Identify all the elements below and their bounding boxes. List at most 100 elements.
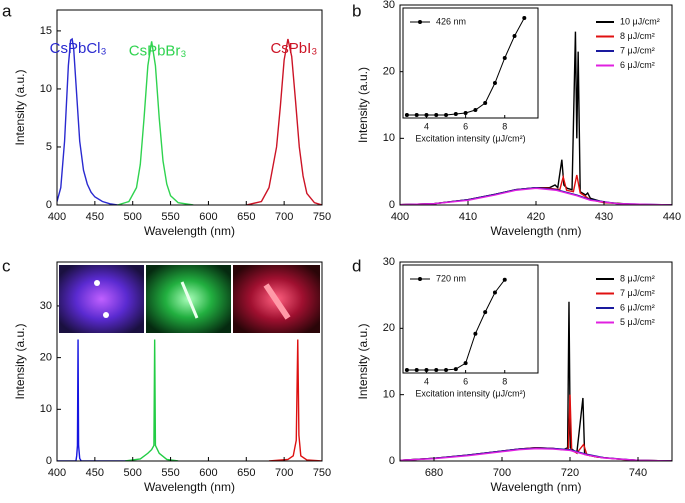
data-point <box>404 368 409 373</box>
x-tick-label: 430 <box>595 211 613 223</box>
y-tick-label: 30 <box>40 300 52 312</box>
photo-wire <box>180 281 199 319</box>
photo-spot <box>94 280 100 286</box>
data-point <box>512 34 517 38</box>
x-axis-label: Excitation intensity (μJ/cm²) <box>415 133 525 143</box>
data-point <box>434 113 439 117</box>
peak-label: CsPbBr₃ <box>129 42 187 59</box>
y-tick-label: 10 <box>40 83 52 95</box>
x-tick-label: 400 <box>48 467 66 479</box>
y-axis-label: Intensity (a.u.) <box>356 323 370 399</box>
series-line <box>400 448 672 461</box>
series-line <box>57 339 133 461</box>
x-tick-label: 680 <box>425 467 443 479</box>
photo-spot <box>103 312 109 318</box>
data-point <box>444 113 449 117</box>
y-tick-label: 20 <box>383 322 395 334</box>
x-tick-label: 410 <box>459 211 477 223</box>
y-tick-label: 30 <box>383 0 395 11</box>
legend-label: 6 μJ/cm² <box>620 60 655 70</box>
y-tick-label: 0 <box>46 455 52 467</box>
x-tick-label: 450 <box>86 211 104 223</box>
data-point <box>414 113 419 117</box>
x-tick-label: 550 <box>161 211 179 223</box>
data-point <box>473 108 478 112</box>
data-point <box>453 367 458 372</box>
x-tick-label: 6 <box>463 121 468 131</box>
x-tick-label: 600 <box>199 211 217 223</box>
panel-letter: c <box>2 256 11 275</box>
x-tick-label: 440 <box>663 211 681 223</box>
x-tick-label: 550 <box>161 467 179 479</box>
series-line <box>268 339 322 461</box>
x-tick-label: 4 <box>424 376 429 386</box>
data-point <box>473 331 478 336</box>
data-point <box>483 101 488 105</box>
y-axis-label: Intensity (a.u.) <box>13 69 27 145</box>
x-tick-label: 4 <box>424 121 429 131</box>
y-tick-label: 0 <box>46 199 52 211</box>
data-point <box>522 16 527 20</box>
inset-frame <box>402 7 539 119</box>
legend-label: 7 μJ/cm² <box>620 45 655 55</box>
legend-label: 426 nm <box>436 16 466 26</box>
peak-label: CsPbI₃ <box>270 40 317 57</box>
x-tick-label: 600 <box>199 467 217 479</box>
y-axis-label: Intensity (a.u.) <box>13 323 27 399</box>
data-point <box>502 277 507 282</box>
data-point <box>502 56 507 60</box>
legend-label: 8 μJ/cm² <box>620 31 655 41</box>
x-tick-label: 500 <box>124 467 142 479</box>
y-tick-label: 10 <box>40 403 52 415</box>
inset-frame <box>402 264 539 374</box>
x-tick-label: 8 <box>502 121 507 131</box>
series-line <box>400 447 672 461</box>
legend-marker <box>418 277 422 281</box>
x-tick-label: 650 <box>237 467 255 479</box>
y-tick-label: 10 <box>383 389 395 401</box>
x-tick-label: 720 <box>561 467 579 479</box>
panel-letter: b <box>352 1 361 20</box>
y-tick-label: 0 <box>389 455 395 467</box>
legend-label: 10 μJ/cm² <box>620 16 660 26</box>
data-point <box>463 111 468 115</box>
data-point <box>444 368 449 373</box>
panel-letter: d <box>352 256 361 275</box>
axes-frame <box>56 261 323 462</box>
x-tick-label: 450 <box>86 467 104 479</box>
legend-label: 6 μJ/cm² <box>620 302 655 312</box>
series-line <box>246 38 322 205</box>
x-tick-label: 750 <box>313 467 331 479</box>
axes-frame <box>56 9 323 206</box>
x-axis-label: Excitation intensity (μJ/cm²) <box>415 388 525 398</box>
data-point <box>453 112 458 116</box>
series-line <box>117 41 194 205</box>
x-tick-label: 650 <box>237 211 255 223</box>
axes-frame <box>399 261 673 462</box>
y-tick-label: 30 <box>383 256 395 268</box>
photo-insets <box>59 265 320 333</box>
x-tick-label: 8 <box>502 376 507 386</box>
legend-label: 8 μJ/cm² <box>620 273 655 283</box>
y-tick-label: 10 <box>383 132 395 144</box>
x-tick-label: 750 <box>313 211 331 223</box>
legend-label: 5 μJ/cm² <box>620 317 655 327</box>
series-line <box>400 394 672 461</box>
inset: 4 6 8 Excitation intensity (μJ/cm²) 426 nm <box>402 7 539 143</box>
x-tick-label: 700 <box>275 467 293 479</box>
x-tick-label: 420 <box>527 211 545 223</box>
data-point <box>414 368 419 373</box>
y-tick-label: 15 <box>40 25 52 37</box>
x-axis-label: Wavelength (nm) <box>491 480 582 494</box>
panel: 400 450 500 550 600 650 700 750 0 5 10 15 Wavelength… <box>2 1 331 238</box>
series-line <box>400 187 672 205</box>
legend-label: 7 μJ/cm² <box>620 288 655 298</box>
x-tick-label: 500 <box>124 211 142 223</box>
series-line <box>125 339 179 461</box>
x-tick-label: 6 <box>463 376 468 386</box>
panel-letter: a <box>2 1 12 20</box>
x-tick-label: 740 <box>629 467 647 479</box>
y-tick-label: 20 <box>383 66 395 78</box>
